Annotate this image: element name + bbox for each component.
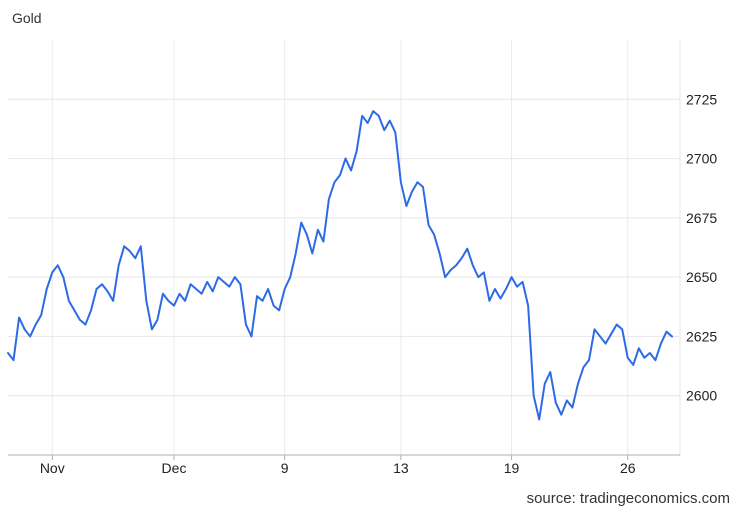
y-tick-label: 2650 (686, 269, 717, 285)
y-axis-tick-labels: 2600 2625 2650 2675 2700 2725 (686, 91, 717, 403)
y-tick-label: 2725 (686, 91, 717, 107)
x-tick-label: Nov (40, 460, 65, 476)
y-tick-label: 2700 (686, 151, 717, 167)
x-axis-tick-labels: Nov Dec 9 13 19 26 (40, 460, 636, 476)
series-line-gold (7, 110, 673, 421)
horizontal-gridlines (8, 98, 680, 397)
x-tick-label: 19 (504, 460, 520, 476)
x-tick-label: 26 (620, 460, 636, 476)
chart-title: Gold (12, 10, 42, 26)
x-tick-label: 13 (393, 460, 409, 476)
source-credit: source: tradingeconomics.com (526, 490, 730, 507)
y-tick-label: 2675 (686, 210, 717, 226)
x-tick-label: Dec (162, 460, 187, 476)
y-tick-label: 2625 (686, 328, 717, 344)
x-tick-label: 9 (281, 460, 289, 476)
vertical-gridlines (51, 40, 629, 460)
y-tick-label: 2600 (686, 388, 717, 404)
